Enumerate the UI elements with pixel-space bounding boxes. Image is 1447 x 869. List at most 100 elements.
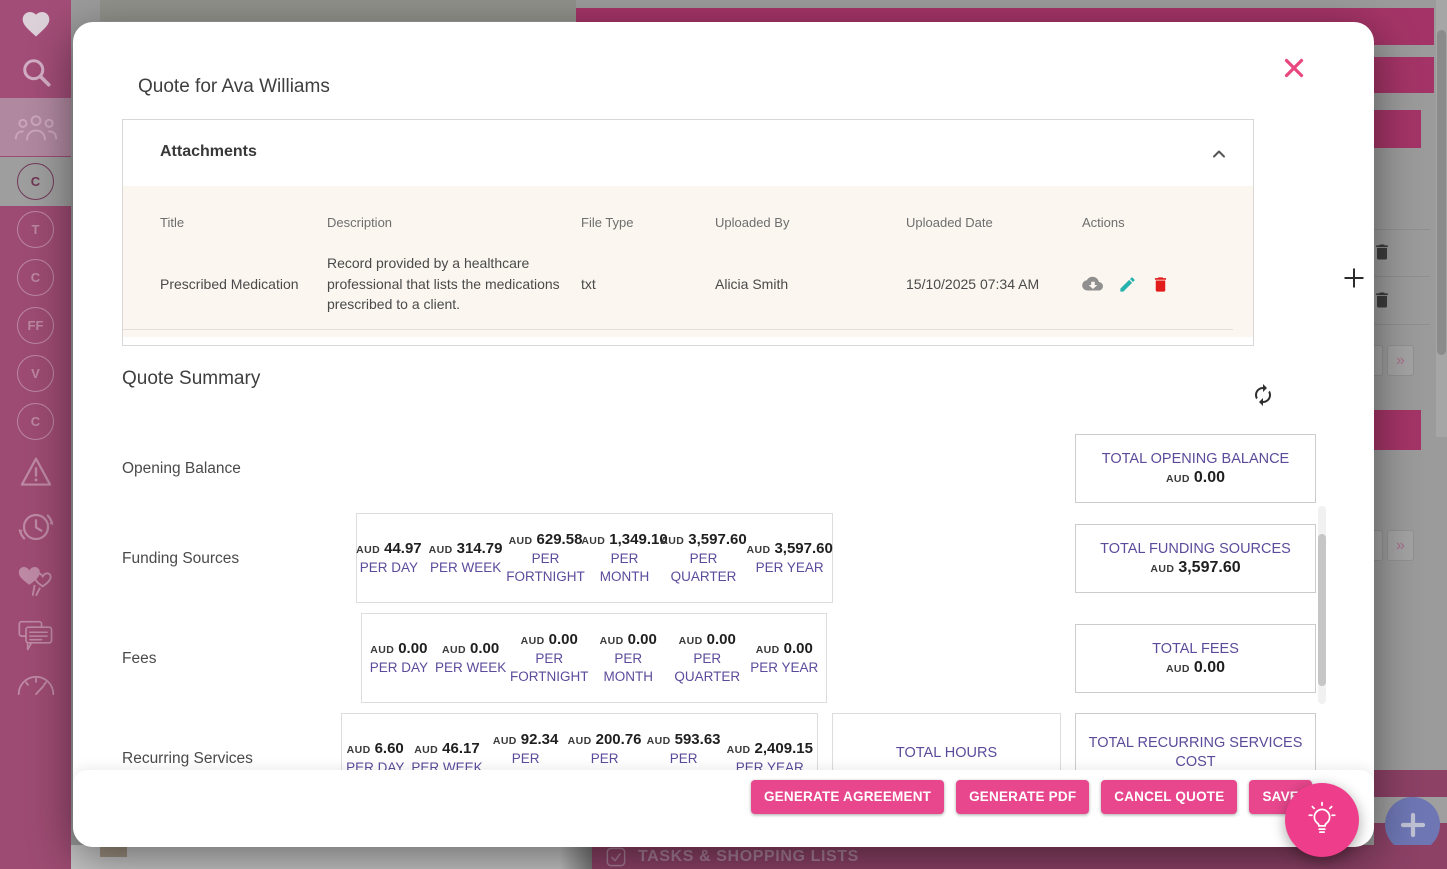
currency-label: AUD bbox=[520, 634, 545, 647]
heart-icon bbox=[22, 12, 49, 37]
background-pagination-last-button[interactable]: » bbox=[1387, 345, 1414, 376]
background-delete-row-button[interactable] bbox=[1372, 242, 1392, 262]
sidebar-avatar-client-6[interactable]: C bbox=[17, 403, 54, 440]
sidebar-item-messages[interactable] bbox=[0, 618, 71, 652]
amount-per-week: AUD 0.00 PER WEEK bbox=[434, 639, 507, 675]
modal-title: Quote for Ava Williams bbox=[138, 76, 330, 97]
save-button[interactable]: SAVE bbox=[1249, 780, 1312, 814]
refresh-icon bbox=[1255, 384, 1271, 406]
total-opening-balance-label: TOTAL OPENING BALANCE bbox=[1101, 451, 1290, 468]
close-button[interactable] bbox=[1279, 53, 1309, 83]
collapse-button[interactable] bbox=[1207, 142, 1231, 166]
divider bbox=[1356, 276, 1430, 277]
sidebar-item-history[interactable] bbox=[0, 506, 71, 548]
divider bbox=[1356, 324, 1430, 325]
generate-pdf-button[interactable]: GENERATE PDF bbox=[956, 780, 1090, 814]
amount-per-fortnight: AUD 629.58 PER FORTNIGHT bbox=[506, 530, 585, 584]
background-bottom-strip bbox=[71, 845, 592, 869]
attachment-uploaded-date-cell: 15/10/2025 07:34 AM bbox=[906, 276, 1040, 293]
tasks-bar-label: TASKS & SHOPPING LISTS bbox=[638, 848, 859, 865]
amount-per-month: AUD 0.00 PER MONTH bbox=[599, 630, 657, 684]
cancel-quote-button[interactable]: CANCEL QUOTE bbox=[1101, 780, 1238, 814]
quote-modal: Quote for Ava Williams Attachments Title… bbox=[73, 22, 1374, 847]
attachments-panel: Attachments Title Description File Type … bbox=[122, 119, 1254, 346]
sidebar-avatar-client-4[interactable]: FF bbox=[17, 307, 54, 344]
sidebar-item-care[interactable] bbox=[0, 562, 71, 600]
alert-triangle-icon bbox=[20, 457, 51, 486]
amount-per-day: AUD 0.00 PER DAY bbox=[369, 639, 428, 675]
sidebar-avatar-client-2[interactable]: T bbox=[17, 211, 54, 248]
people-icon bbox=[14, 115, 57, 141]
currency-label: AUD bbox=[356, 543, 381, 556]
divider bbox=[1356, 229, 1430, 230]
history-clock-icon bbox=[18, 513, 53, 541]
edit-pencil-icon[interactable] bbox=[1118, 275, 1137, 294]
sidebar: C T C FF V C bbox=[0, 0, 71, 869]
total-funding-sources-label: TOTAL FUNDING SOURCES bbox=[1100, 541, 1291, 558]
column-description: Description bbox=[327, 215, 393, 230]
currency-label: AUD bbox=[599, 634, 624, 647]
attachment-row: Prescribed Medication Record provided by… bbox=[123, 253, 1233, 331]
sidebar-item-favorites[interactable] bbox=[0, 8, 71, 40]
column-uploaded-date: Uploaded Date bbox=[906, 215, 993, 230]
total-fees-box: TOTAL FEES AUD 0.00 bbox=[1075, 624, 1316, 693]
total-opening-balance-box: TOTAL OPENING BALANCE AUD 0.00 bbox=[1075, 434, 1316, 503]
background-pagination-last-button[interactable]: » bbox=[1387, 530, 1414, 561]
add-attachment-button[interactable] bbox=[1340, 264, 1368, 292]
total-hours-label: TOTAL HOURS bbox=[895, 744, 998, 761]
attachments-header[interactable]: Attachments bbox=[123, 120, 1253, 187]
trash-icon bbox=[1376, 244, 1388, 260]
delete-trash-icon[interactable] bbox=[1151, 275, 1170, 294]
fees-amounts: AUD 0.00 PER DAY AUD 0.00 PER WEEK AUD 0.00… bbox=[361, 613, 827, 703]
column-file-type: File Type bbox=[581, 215, 634, 230]
lightbulb-icon bbox=[1308, 801, 1336, 833]
quote-summary-title: Quote Summary bbox=[122, 368, 261, 389]
generate-agreement-button[interactable]: GENERATE AGREEMENT bbox=[750, 780, 945, 814]
summary-scrollbar-thumb[interactable] bbox=[1318, 534, 1326, 686]
sidebar-item-alerts[interactable] bbox=[0, 455, 71, 489]
row-label-funding-sources: Funding Sources bbox=[122, 550, 240, 567]
currency-label: AUD bbox=[726, 743, 751, 756]
sidebar-avatar-client-5[interactable]: V bbox=[17, 355, 54, 392]
attachment-title-cell: Prescribed Medication bbox=[160, 276, 299, 293]
help-lightbulb-fab[interactable] bbox=[1285, 783, 1359, 857]
funding-sources-amounts: AUD 44.97 PER DAY AUD 314.79 PER WEEK AUD 6… bbox=[356, 513, 833, 603]
add-fab[interactable] bbox=[1385, 797, 1440, 852]
checkbox-icon bbox=[606, 847, 626, 867]
sidebar-item-search[interactable] bbox=[0, 54, 71, 90]
currency-label: AUD bbox=[755, 643, 780, 656]
page-scrollbar-thumb[interactable] bbox=[1437, 30, 1446, 355]
refresh-button[interactable] bbox=[1251, 383, 1275, 407]
total-fees-value: 0.00 bbox=[1193, 658, 1226, 676]
currency-label: AUD bbox=[581, 534, 606, 547]
row-label-fees: Fees bbox=[122, 650, 157, 667]
close-icon bbox=[1284, 58, 1304, 78]
care-hearts-icon bbox=[18, 566, 52, 597]
currency-label: AUD bbox=[660, 534, 685, 547]
sidebar-item-clients[interactable] bbox=[0, 110, 71, 144]
trash-icon bbox=[1376, 292, 1388, 308]
attachments-title: Attachments bbox=[160, 143, 257, 160]
amount-per-year: AUD 3,597.60 PER YEAR bbox=[746, 539, 833, 575]
sidebar-avatar-client-3[interactable]: C bbox=[17, 259, 54, 296]
currency-label: AUD bbox=[1150, 562, 1175, 575]
background-top-panel bbox=[100, 0, 576, 21]
sidebar-item-dashboard[interactable] bbox=[0, 670, 71, 696]
currency-label: AUD bbox=[746, 543, 771, 556]
background-shadow bbox=[560, 845, 592, 869]
column-uploaded-by: Uploaded By bbox=[715, 215, 790, 230]
total-funding-sources-box: TOTAL FUNDING SOURCES AUD 3,597.60 bbox=[1075, 524, 1316, 593]
download-cloud-icon[interactable] bbox=[1082, 275, 1104, 293]
total-funding-sources-value: 3,597.60 bbox=[1178, 558, 1241, 576]
attachment-actions-cell bbox=[1082, 275, 1222, 294]
amount-per-quarter: AUD 0.00 PER QUARTER bbox=[674, 630, 741, 684]
total-opening-balance-value: 0.00 bbox=[1193, 468, 1226, 486]
currency-label: AUD bbox=[1165, 662, 1190, 675]
chevron-up-icon bbox=[1213, 150, 1225, 158]
currency-label: AUD bbox=[346, 743, 371, 756]
plus-icon bbox=[1344, 268, 1364, 288]
sidebar-avatar-client-1[interactable]: C bbox=[17, 163, 54, 200]
background-delete-row-button[interactable] bbox=[1372, 290, 1392, 310]
total-recurring-services-label: TOTAL RECURRING SERVICES COST bbox=[1088, 735, 1303, 770]
